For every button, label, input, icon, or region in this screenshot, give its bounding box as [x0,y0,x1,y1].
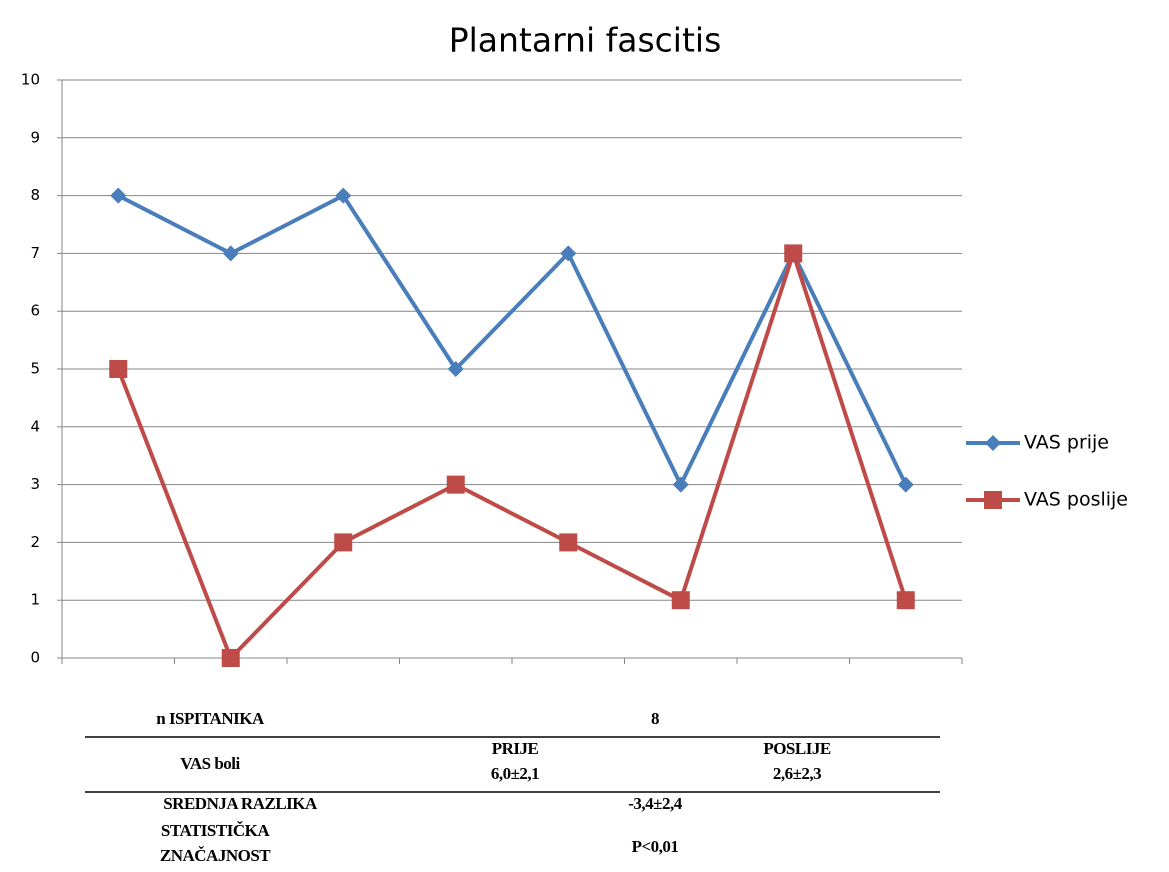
table-cell: P<0,01 [632,837,679,856]
y-tick-label: 3 [30,475,40,493]
table-cell: -3,4±2,4 [628,794,682,813]
chart-title: Plantarni fascitis [449,21,722,60]
legend-label: VAS poslije [1024,489,1128,511]
y-tick-label: 1 [30,591,40,609]
marker [985,435,1001,451]
y-tick-label: 10 [21,71,40,89]
table-cell: 8 [651,709,659,728]
table-cell: VAS boli [180,754,240,773]
marker [671,591,690,610]
marker [896,591,915,610]
table-cell: 6,0±2,1 [491,764,539,783]
y-tick-label: 9 [30,128,40,146]
table-cell: 2,6±2,3 [773,764,821,783]
marker [109,360,128,378]
series-line [116,251,908,660]
marker [672,476,689,493]
marker [335,187,352,204]
y-tick-label: 6 [30,302,40,320]
table-cell: SREDNJA RAZLIKA [163,794,318,813]
marker [560,245,577,262]
y-tick-label: 2 [30,533,40,551]
y-tick-label: 4 [30,417,40,435]
y-tick-label: 5 [30,360,40,378]
marker [984,491,1002,509]
marker [110,187,127,204]
marker [221,649,240,667]
legend-label: VAS prije [1024,432,1109,454]
marker [334,533,353,552]
table-cell: PRIJE [492,739,539,758]
table-cell: n ISPITANIKA [156,709,265,728]
y-tick-label: 7 [30,244,40,262]
y-tick-label: 0 [30,649,40,667]
series-line [117,193,908,487]
marker [784,244,803,263]
table-cell: STATISTIČKA [161,821,270,840]
table-cell: POSLIJE [763,739,831,758]
marker [222,245,239,262]
marker [559,533,578,552]
table-cell: ZNAČAJNOST [160,846,271,865]
marker [446,475,465,494]
marker [897,476,914,493]
marker [447,361,464,377]
y-tick-label: 8 [30,186,40,204]
